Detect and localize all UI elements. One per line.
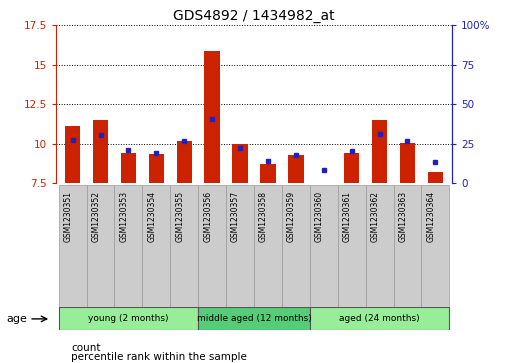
Bar xyxy=(114,185,142,307)
Bar xyxy=(58,185,86,307)
Bar xyxy=(310,307,450,330)
Bar xyxy=(93,120,108,183)
Text: young (2 months): young (2 months) xyxy=(88,314,169,323)
Text: GSM1230360: GSM1230360 xyxy=(315,191,324,242)
Text: GSM1230364: GSM1230364 xyxy=(426,191,435,242)
Bar xyxy=(204,51,220,183)
Bar xyxy=(288,155,304,183)
Bar xyxy=(142,185,170,307)
Text: GSM1230352: GSM1230352 xyxy=(91,191,101,242)
Text: aged (24 months): aged (24 months) xyxy=(339,314,420,323)
Bar xyxy=(344,153,359,183)
Bar xyxy=(400,143,415,183)
Text: GSM1230363: GSM1230363 xyxy=(398,191,407,242)
Text: GSM1230362: GSM1230362 xyxy=(370,191,379,242)
Text: GDS4892 / 1434982_at: GDS4892 / 1434982_at xyxy=(173,9,335,23)
Text: GSM1230358: GSM1230358 xyxy=(259,191,268,242)
Text: GSM1230353: GSM1230353 xyxy=(119,191,129,242)
Bar xyxy=(86,185,114,307)
Bar xyxy=(198,307,310,330)
Bar xyxy=(232,144,248,183)
Text: GSM1230356: GSM1230356 xyxy=(203,191,212,242)
Text: middle aged (12 months): middle aged (12 months) xyxy=(197,314,311,323)
Text: GSM1230361: GSM1230361 xyxy=(343,191,352,242)
Text: GSM1230359: GSM1230359 xyxy=(287,191,296,242)
Text: GSM1230351: GSM1230351 xyxy=(64,191,73,242)
Bar xyxy=(282,185,310,307)
Bar xyxy=(338,185,366,307)
Bar xyxy=(177,142,192,183)
Bar xyxy=(65,126,80,183)
Bar xyxy=(254,185,282,307)
Bar xyxy=(226,185,254,307)
Text: GSM1230354: GSM1230354 xyxy=(147,191,156,242)
Bar xyxy=(310,185,338,307)
Bar xyxy=(198,185,226,307)
Bar xyxy=(372,120,387,183)
Bar xyxy=(260,164,276,183)
Text: age: age xyxy=(6,314,27,324)
Bar xyxy=(121,153,136,183)
Bar xyxy=(394,185,422,307)
Text: percentile rank within the sample: percentile rank within the sample xyxy=(71,352,247,362)
Bar xyxy=(422,185,450,307)
Bar xyxy=(428,172,443,183)
Bar xyxy=(149,154,164,183)
Bar xyxy=(170,185,198,307)
Text: GSM1230355: GSM1230355 xyxy=(175,191,184,242)
Bar xyxy=(58,307,198,330)
Bar xyxy=(366,185,394,307)
Text: count: count xyxy=(71,343,101,353)
Text: GSM1230357: GSM1230357 xyxy=(231,191,240,242)
